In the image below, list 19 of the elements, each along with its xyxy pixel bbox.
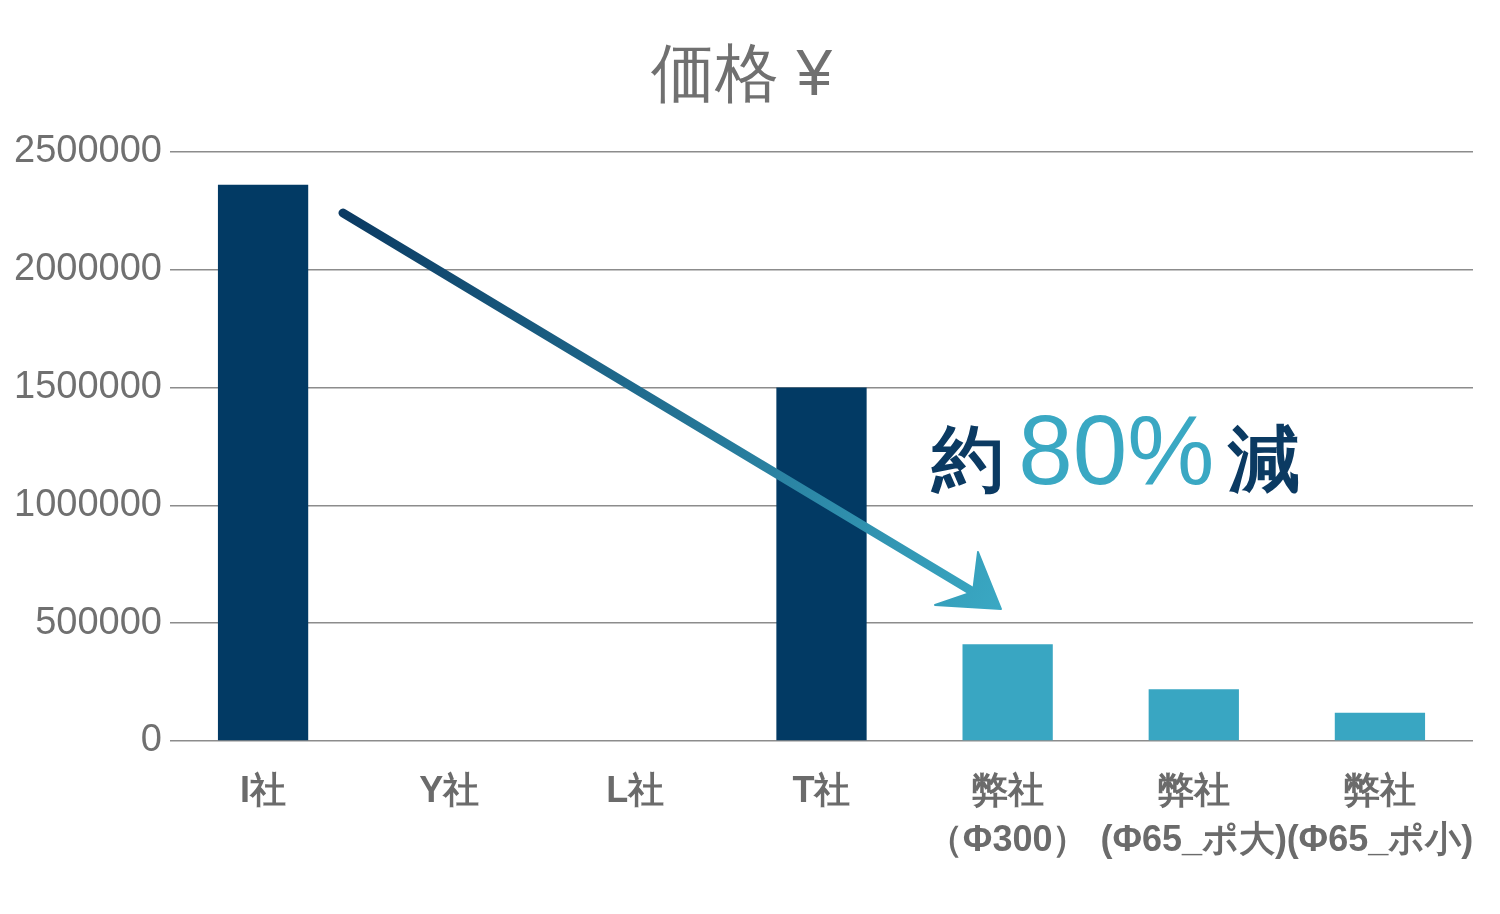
y-tick-label: 1500000: [14, 363, 162, 406]
bar: [962, 644, 1053, 741]
y-tick-label: 2500000: [14, 128, 162, 171]
bar: [217, 184, 309, 741]
x-tick-label: L社: [606, 768, 665, 810]
x-tick-label: I社: [240, 768, 287, 810]
chart-title: 価格 ¥: [650, 37, 833, 110]
x-tick-label: 弊社(Φ65_ポ小): [1286, 768, 1474, 860]
y-tick-label: 0: [140, 717, 162, 760]
x-tick-label: T社: [792, 768, 851, 810]
x-tick-label: Y社: [419, 768, 480, 810]
y-tick-label: 1000000: [14, 481, 162, 524]
x-tick-label: 弊社(Φ65_ポ大): [1100, 768, 1288, 860]
y-tick-label: 500000: [35, 599, 162, 642]
bar: [776, 387, 867, 741]
y-tick-label: 2000000: [14, 246, 162, 289]
bar: [1334, 712, 1426, 741]
x-tick-label: 弊社（Φ300）: [926, 768, 1089, 860]
bar: [1148, 689, 1239, 741]
